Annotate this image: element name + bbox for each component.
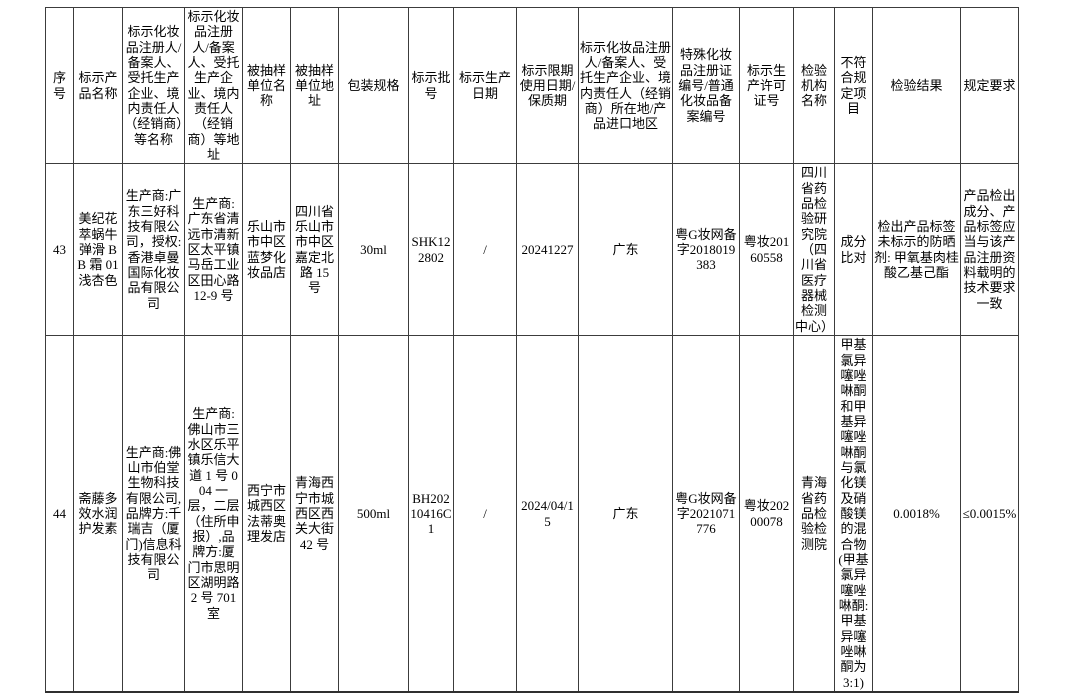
cell-package-spec: 500ml: [338, 335, 409, 693]
cell-registrant-name: 生产商:广东三好科技有限公司，授权:香港卓曼国际化妆品有限公司: [122, 163, 185, 337]
column-header-product-name: 标示产品名称: [73, 6, 123, 165]
cell-batch-number: BH20210416C1: [408, 335, 454, 693]
column-header-production-date: 标示生产日期: [453, 6, 517, 165]
column-header-batch-number: 标示批号: [408, 6, 454, 165]
column-header-registration-number: 特殊化妆品注册证编号/普通化妆品备案编号: [672, 6, 740, 165]
cell-inspection-result: 检出产品标签未标示的防晒剂: 甲氧基肉桂酸乙基己酯: [872, 163, 961, 337]
cell-batch-number: SHK122802: [408, 163, 454, 337]
cell-license-number: 粤妆20200078: [739, 335, 794, 693]
cell-location: 广东: [578, 335, 673, 693]
cell-sampled-unit-name: 乐山市市中区蓝梦化妆品店: [242, 163, 291, 337]
column-header-inspection-result: 检验结果: [872, 6, 961, 165]
cell-serial: 44: [45, 335, 74, 693]
cell-license-number: 粤妆20160558: [739, 163, 794, 337]
column-header-license-number: 标示生产许可证号: [739, 6, 794, 165]
cell-location: 广东: [578, 163, 673, 337]
cell-production-date: /: [453, 163, 517, 337]
column-header-expiry-date: 标示限期使用日期/保质期: [516, 6, 579, 165]
column-header-required-standard: 规定要求: [960, 6, 1019, 165]
cell-inspection-agency: 四川省药品检验研究院（四川省医疗器械检测中心）: [793, 163, 835, 337]
cell-expiry-date: 20241227: [516, 163, 579, 337]
header-row: 序号 标示产品名称 标示化妆品注册人/备案人、受托生产企业、境内责任人（经销商）…: [45, 6, 1019, 165]
cell-required-standard: 产品检出成分、产品标签应当与该产品注册资料载明的技术要求一致: [960, 163, 1019, 337]
inspection-results-table: 序号 标示产品名称 标示化妆品注册人/备案人、受托生产企业、境内责任人（经销商）…: [45, 6, 1019, 693]
cell-product-name: 美纪花萃蜗牛弹滑 BB 霜 01 浅杏色: [73, 163, 123, 337]
cell-sampled-unit-address: 四川省乐山市市中区嘉定北路 15 号: [290, 163, 339, 337]
column-header-serial: 序号: [45, 6, 74, 165]
document-page: 序号 标示产品名称 标示化妆品注册人/备案人、受托生产企业、境内责任人（经销商）…: [0, 6, 1080, 693]
cell-registrant-address: 生产商:佛山市三水区乐平镇乐信大道 1 号 004 一层，二层（住所申报）,品牌…: [184, 335, 243, 693]
column-header-location: 标示化妆品注册人/备案人、受托生产企业、境内责任人（经销商）所在地/产品进口地区: [578, 6, 673, 165]
cell-sampled-unit-address: 青海西宁市城西区西关大街 42 号: [290, 335, 339, 693]
cell-serial: 43: [45, 163, 74, 337]
cell-expiry-date: 2024/04/15: [516, 335, 579, 693]
cell-inspection-result: 0.0018%: [872, 335, 961, 693]
table-row: 43 美纪花萃蜗牛弹滑 BB 霜 01 浅杏色 生产商:广东三好科技有限公司，授…: [45, 163, 1019, 337]
cell-registrant-name: 生产商:佛山市伯堂生物科技有限公司,品牌方:千瑞吉（厦门)信息科技有限公司: [122, 335, 185, 693]
cell-noncompliant-item: 甲基氯异噻唑啉酮和甲基异噻唑啉酮与氯化镁及硝酸镁的混合物(甲基氯异噻唑啉酮:甲基…: [834, 335, 873, 693]
column-header-registrant-address: 标示化妆品注册人/备案人、受托生产企业、境内责任人（经销商）等地址: [184, 6, 243, 165]
column-header-inspection-agency: 检验机构名称: [793, 6, 835, 165]
cell-inspection-agency: 青海省药品检验检测院: [793, 335, 835, 693]
column-header-sampled-unit-address: 被抽样单位地址: [290, 6, 339, 165]
table-row: 44 斋藤多效水润护发素 生产商:佛山市伯堂生物科技有限公司,品牌方:千瑞吉（厦…: [45, 335, 1019, 693]
cell-registration-number: 粤G妆网备字2018019383: [672, 163, 740, 337]
cell-package-spec: 30ml: [338, 163, 409, 337]
cell-registrant-address: 生产商:广东省清远市清新区太平镇马岳工业区田心路 12-9 号: [184, 163, 243, 337]
cell-sampled-unit-name: 西宁市城西区法蒂奥理发店: [242, 335, 291, 693]
column-header-sampled-unit-name: 被抽样单位名称: [242, 6, 291, 165]
column-header-package-spec: 包装规格: [338, 6, 409, 165]
cell-registration-number: 粤G妆网备字2021071776: [672, 335, 740, 693]
column-header-registrant-name: 标示化妆品注册人/备案人、受托生产企业、境内责任人（经销商）等名称: [122, 6, 185, 165]
cell-required-standard: ≤0.0015%: [960, 335, 1019, 693]
cell-noncompliant-item: 成分比对: [834, 163, 873, 337]
cell-production-date: /: [453, 335, 517, 693]
column-header-noncompliant-item: 不符合规定项目: [834, 6, 873, 165]
cell-product-name: 斋藤多效水润护发素: [73, 335, 123, 693]
